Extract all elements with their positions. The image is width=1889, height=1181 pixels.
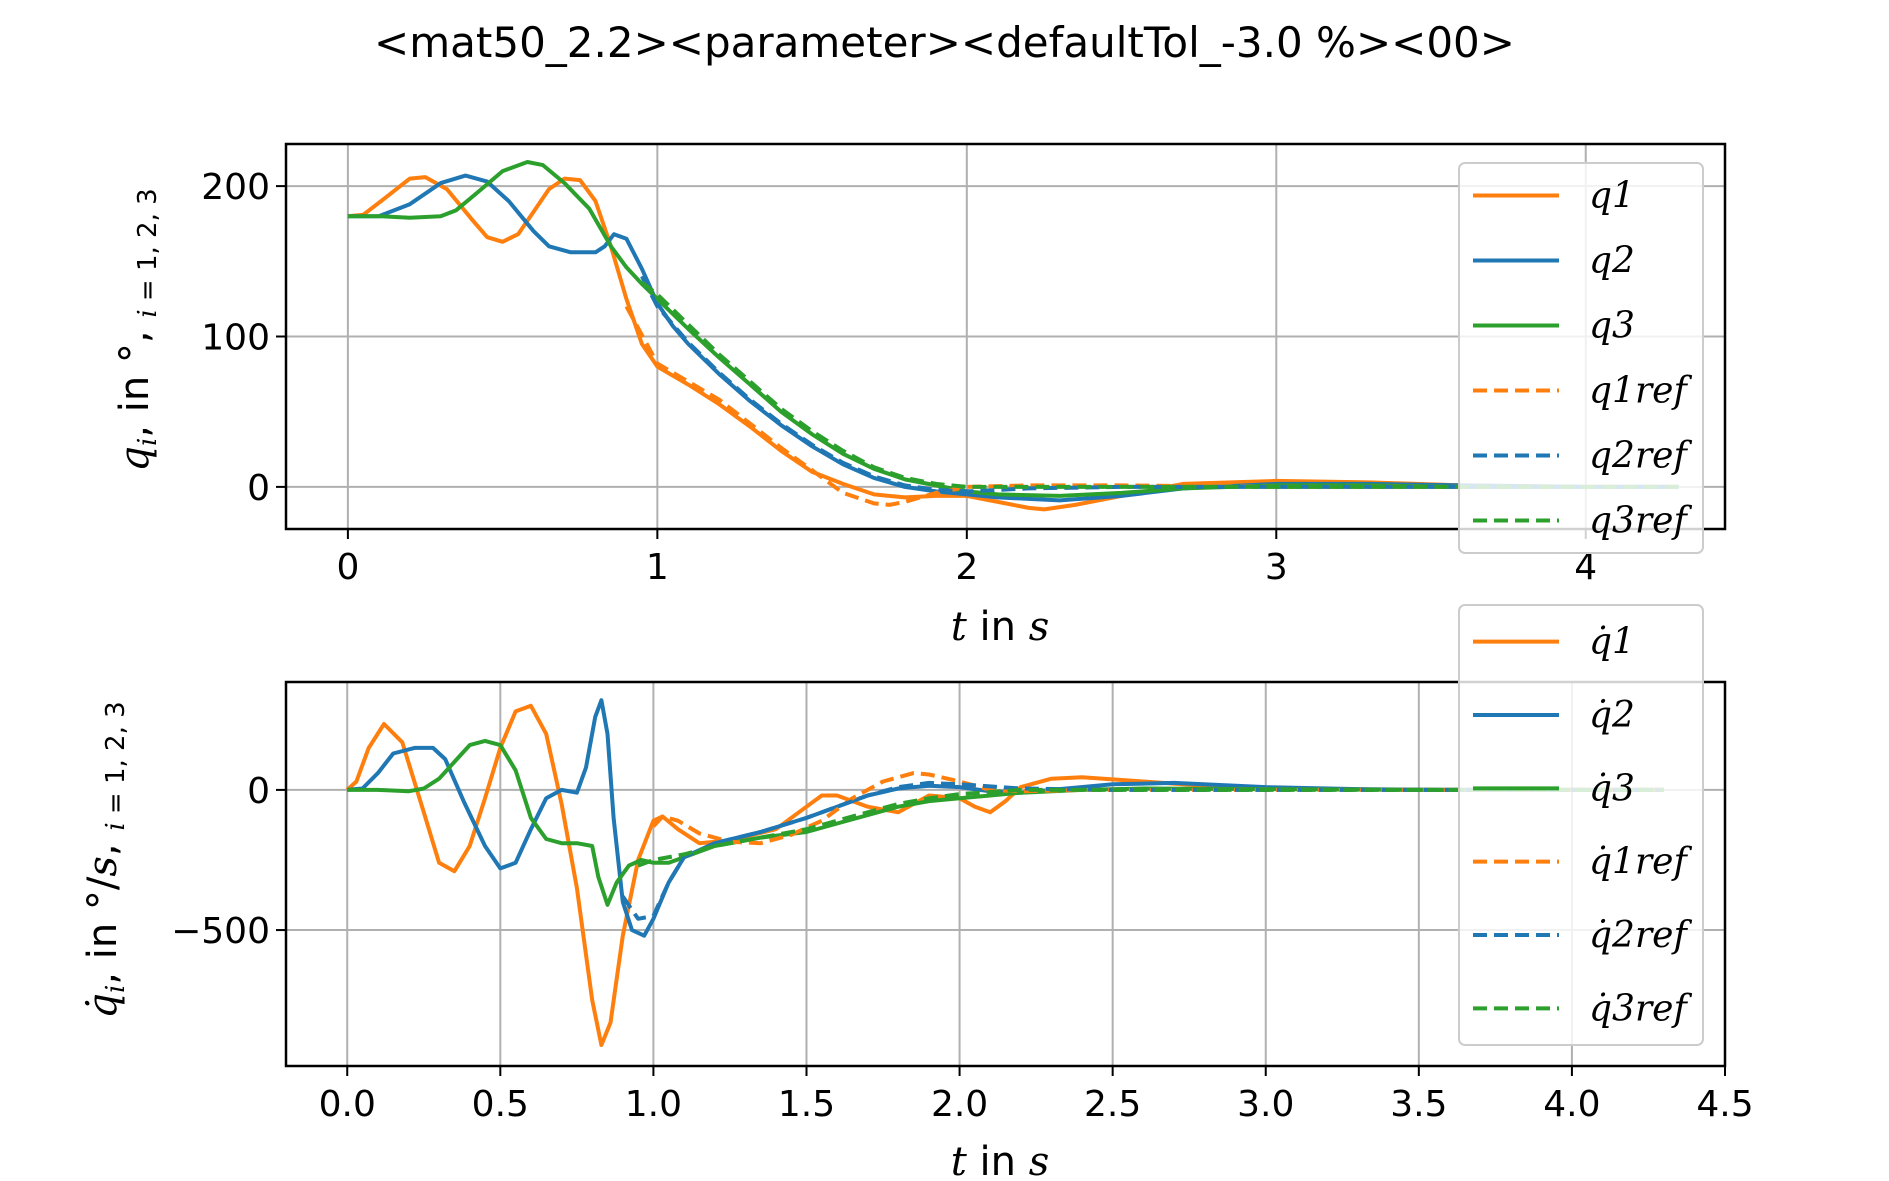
top-ticks: 0 1 2 3 4 0 100 200	[201, 167, 1597, 588]
top-x-tick-label: 4	[1574, 547, 1597, 588]
bot-legend-label-q2ref: q̇2ref	[1589, 915, 1692, 956]
bottom-x-axis-label: t in s	[951, 1139, 1050, 1181]
bot-legend-label-q3ref: q̇3ref	[1589, 988, 1692, 1029]
top-x-axis-label: t in s	[951, 604, 1050, 650]
chart-title: <mat50_2.2><parameter><defaultTol_-3.0 %…	[374, 18, 1515, 67]
top-legend-label-q1ref: q1ref	[1589, 371, 1692, 412]
top-legend: q1 q2 q3 q1ref q2ref q3ref	[1458, 162, 1704, 554]
bot-x-tick-label: 0.5	[472, 1084, 529, 1125]
bot-x-tick-label: 0.0	[319, 1084, 376, 1125]
bottom-panel: 0.0 0.5 1.0 1.5 2.0 2.5 3.0 3.5 4.0 4.5 −500 0 t in…	[80, 604, 1754, 1181]
bot-x-tick-label: 2.0	[931, 1084, 988, 1125]
top-series-q2	[347, 173, 1679, 503]
bot-x-tick-label: 1.5	[778, 1084, 835, 1125]
top-legend-label-q2ref: q2ref	[1589, 436, 1692, 477]
top-x-tick-label: 2	[955, 547, 978, 588]
bot-x-tick-label: 1.0	[625, 1084, 682, 1125]
top-x-tick-label: 3	[1265, 547, 1288, 588]
bot-legend-label-q3: q̇3	[1589, 768, 1635, 809]
svg-text:qi, in °, i = 1, 2, 3: qi, in °, i = 1, 2, 3	[112, 188, 163, 471]
top-y-tick-label: 200	[201, 167, 270, 208]
bot-series-q1	[345, 703, 1664, 1047]
top-legend-label-q2: q2	[1589, 241, 1635, 282]
bottom-plot-frame	[284, 680, 1727, 1068]
bot-legend-label-q2: q̇2	[1589, 695, 1635, 736]
top-legend-box	[1458, 162, 1704, 554]
top-series-q3	[347, 160, 1679, 498]
bot-legend-label-q1ref: q̇1ref	[1589, 842, 1692, 883]
bot-legend-box	[1458, 604, 1704, 1046]
top-legend-label-q3: q3	[1589, 306, 1635, 347]
top-y-axis-label: qi, in °, i = 1, 2, 3	[112, 188, 163, 471]
bot-y-tick-label: −500	[171, 911, 270, 952]
top-y-tick-label: 100	[201, 318, 270, 359]
bottom-ticks: 0.0 0.5 1.0 1.5 2.0 2.5 3.0 3.5 4.0 4.5 −500 0	[171, 771, 1754, 1125]
top-series-q1	[347, 175, 1679, 512]
bot-legend-label-q1: q̇1	[1589, 622, 1635, 663]
top-y-tick-label: 0	[247, 468, 270, 509]
bot-series-q3ref	[637, 787, 1664, 868]
top-legend-label-q3ref: q3ref	[1589, 501, 1692, 542]
bot-x-tick-label: 4.5	[1696, 1084, 1753, 1125]
top-lines	[347, 160, 1679, 512]
bottom-y-axis-label: q̇i, in °/s, i = 1, 2, 3	[80, 701, 131, 1018]
bottom-legend: q̇1 q̇2 q̇3 q̇1ref q̇2ref q̇3ref	[1458, 604, 1704, 1046]
top-legend-label-q1: q1	[1589, 176, 1635, 217]
top-x-tick-label: 1	[646, 547, 669, 588]
bot-x-tick-label: 3.5	[1390, 1084, 1447, 1125]
top-series-q2ref	[640, 275, 1679, 494]
bot-x-tick-label: 4.0	[1543, 1084, 1600, 1125]
top-panel: 0 1 2 3 4 0 100 200 t in s qi, in °, i = 1, 2, …	[112, 142, 1727, 650]
top-x-tick-label: 0	[336, 547, 359, 588]
bot-x-tick-label: 3.0	[1237, 1084, 1294, 1125]
bot-y-tick-label: 0	[247, 771, 270, 812]
bottom-lines	[345, 698, 1664, 1047]
svg-text:q̇i, in °/s, i = 1, 2, 3: q̇i, in °/s, i = 1, 2, 3	[80, 701, 131, 1018]
bot-series-q3	[347, 738, 1664, 907]
bot-x-tick-label: 2.5	[1084, 1084, 1141, 1125]
